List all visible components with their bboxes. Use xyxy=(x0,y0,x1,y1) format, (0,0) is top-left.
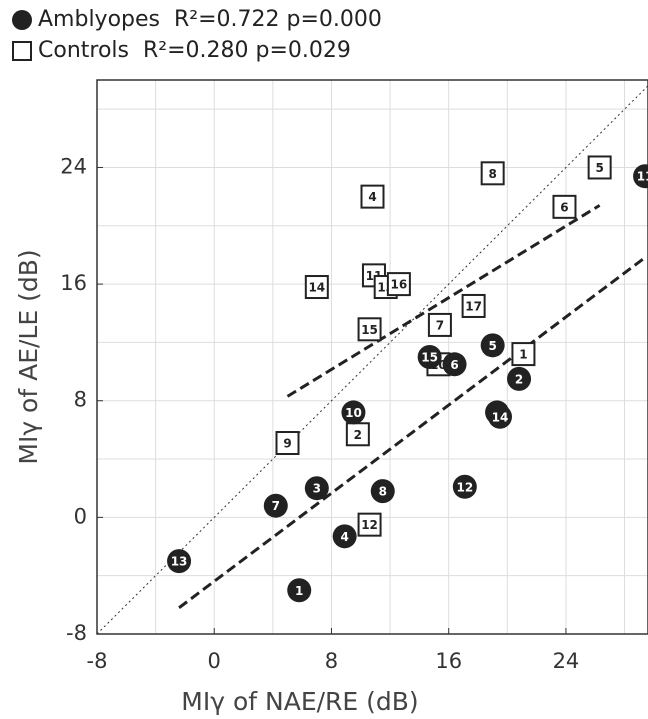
point-label: 15 xyxy=(361,323,378,337)
x-tick-label: -8 xyxy=(87,649,108,673)
control-point xyxy=(357,317,382,342)
x-axis-label: MIγ of NAE/RE (dB) xyxy=(181,687,418,716)
y-tick-label: 24 xyxy=(60,154,87,178)
amblyope-point xyxy=(480,333,505,358)
y-tick-label: 16 xyxy=(60,271,87,295)
point-label: 2 xyxy=(354,428,362,442)
point-label: 12 xyxy=(456,480,473,494)
point-label: 2 xyxy=(515,372,523,386)
legend-label: Controls R²=0.280 p=0.029 xyxy=(38,38,351,63)
amblyope-point xyxy=(341,400,366,425)
legend-stats: R²=0.280 p=0.029 xyxy=(143,38,351,63)
point-label: 17 xyxy=(465,299,482,313)
x-tick-label: 8 xyxy=(325,649,338,673)
plot-area: 1245678910111213141516171234567891011121… xyxy=(97,85,648,634)
x-tick-label: 16 xyxy=(435,649,462,673)
amblyope-point xyxy=(452,474,477,499)
control-point xyxy=(480,161,505,186)
amblyope-point xyxy=(167,549,192,574)
control-point xyxy=(386,272,411,297)
point-label: 3 xyxy=(313,482,321,496)
amblyope-point xyxy=(332,524,357,549)
point-label: 14 xyxy=(308,281,325,295)
legend-marker xyxy=(12,41,32,61)
fit-line xyxy=(286,204,601,398)
amblyope-point xyxy=(370,479,395,504)
point-label: 15 xyxy=(421,351,438,365)
point-label: 11 xyxy=(637,170,648,184)
point-label: 7 xyxy=(272,499,280,513)
y-tick-label: -8 xyxy=(66,621,87,645)
control-point xyxy=(587,155,612,180)
point-label: 6 xyxy=(560,200,568,214)
legend-stats: R²=0.722 p=0.000 xyxy=(174,7,382,32)
fit-line xyxy=(178,255,648,609)
control-point xyxy=(511,342,536,367)
point-label: 5 xyxy=(595,161,603,175)
point-label: 1 xyxy=(519,348,527,362)
control-point xyxy=(360,184,385,209)
point-label: 9 xyxy=(283,437,291,451)
amblyope-point xyxy=(633,164,648,189)
amblyope-point xyxy=(263,493,288,518)
x-tick-label: 24 xyxy=(553,649,580,673)
legend-marker xyxy=(12,10,32,30)
point-label: 12 xyxy=(361,518,378,532)
point-label: 5 xyxy=(488,339,496,353)
legend-name: Amblyopes xyxy=(38,7,160,32)
plot-frame xyxy=(96,79,648,635)
point-label: 6 xyxy=(450,358,458,372)
point-label: 1 xyxy=(295,584,303,598)
point-label: 8 xyxy=(379,485,387,499)
y-tick-label: 0 xyxy=(74,504,87,528)
legend-name: Controls xyxy=(38,38,129,63)
amblyope-point xyxy=(507,366,532,391)
control-point xyxy=(552,194,577,219)
control-point xyxy=(427,312,452,337)
legend-label: Amblyopes R²=0.722 p=0.000 xyxy=(38,7,382,32)
y-tick-label: 8 xyxy=(74,388,87,412)
point-label: 10 xyxy=(345,406,362,420)
point-label: 4 xyxy=(368,190,376,204)
control-point xyxy=(357,512,382,537)
y-axis-label: MIγ of AE/LE (dB) xyxy=(14,249,43,464)
amblyope-point xyxy=(304,476,329,501)
amblyope-point xyxy=(442,352,467,377)
point-label: 16 xyxy=(391,278,408,292)
point-label: 7 xyxy=(436,318,444,332)
control-point xyxy=(461,293,486,318)
point-label: 4 xyxy=(340,530,348,544)
point-label: 14 xyxy=(492,410,509,424)
x-tick-label: 0 xyxy=(208,649,221,673)
amblyope-point xyxy=(417,345,442,369)
control-point xyxy=(304,275,329,300)
point-label: 13 xyxy=(171,555,188,569)
amblyope-point xyxy=(487,404,512,429)
control-point xyxy=(275,431,300,456)
point-label: 8 xyxy=(488,167,496,181)
amblyope-point xyxy=(287,578,312,603)
